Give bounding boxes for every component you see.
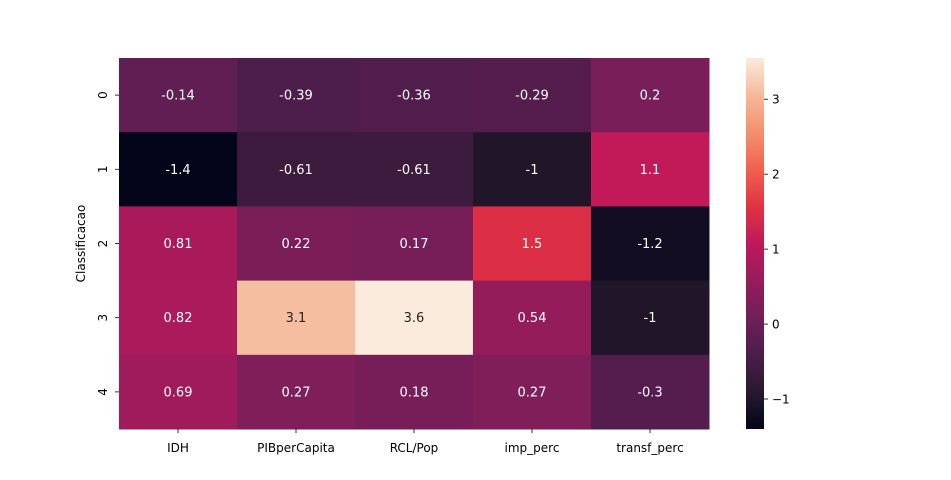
- heatmap-cell: [355, 354, 474, 430]
- x-tick-label: imp_perc: [505, 441, 560, 455]
- colorbar-tick-label: 0: [772, 318, 780, 332]
- heatmap-cell: [237, 58, 356, 133]
- heatmap-cell: [591, 58, 710, 133]
- colorbar-ticks: −1 0 1 2 3: [764, 93, 790, 407]
- heatmap-cell: [591, 206, 710, 282]
- heatmap-cell: [473, 280, 592, 356]
- cell-value-label: -0.3: [637, 385, 662, 400]
- cell-value-label: 0.22: [282, 237, 311, 252]
- cell-value-label: 0.82: [164, 311, 193, 326]
- heatmap-cells: -0.14 -0.39 -0.36 -0.29 0.2 -1.4 -0.61 -0.61 -1 1…: [119, 58, 710, 430]
- cell-value-label: -1.4: [165, 163, 190, 178]
- heatmap-cell: [237, 132, 356, 207]
- colorbar: [746, 58, 764, 429]
- cell-value-label: -0.14: [161, 89, 195, 104]
- y-axis: 0 1 2 3 4: [96, 91, 119, 396]
- cell-value-label: -0.36: [397, 89, 431, 104]
- cell-value-label: 0.69: [164, 385, 193, 400]
- heatmap-cell: [237, 206, 356, 282]
- cell-value-label: 3.1: [286, 311, 307, 326]
- heatmap-cell: [591, 354, 710, 430]
- heatmap-cell: [473, 206, 592, 282]
- colorbar-tick-label: 3: [772, 93, 780, 107]
- heatmap-cell: [237, 354, 356, 430]
- heatmap-cell: [473, 354, 592, 430]
- cell-value-label: 1.1: [640, 163, 661, 178]
- heatmap-cell: [473, 58, 592, 133]
- x-tick-label: transf_perc: [616, 441, 683, 455]
- cell-value-label: 0.27: [282, 385, 311, 400]
- cell-value-label: 3.6: [404, 311, 425, 326]
- x-tick-label: IDH: [167, 441, 189, 455]
- colorbar-tick-label: −1: [772, 393, 790, 407]
- colorbar-tick-label: 2: [772, 168, 780, 182]
- heatmap-cell: [591, 280, 710, 356]
- cell-value-label: 0.18: [400, 385, 429, 400]
- x-axis: IDH PIBperCapita RCL/Pop imp_perc transf_per…: [167, 429, 684, 455]
- colorbar-tick-label: 1: [772, 243, 780, 257]
- heatmap-cell: [119, 354, 238, 430]
- cell-value-label: -1: [526, 163, 539, 178]
- x-tick-label: RCL/Pop: [390, 441, 439, 455]
- heatmap-cell: [237, 280, 356, 356]
- heatmap-cell: [119, 132, 238, 207]
- y-tick-label: 0: [96, 91, 110, 99]
- y-axis-title: Classificacao: [74, 205, 88, 283]
- x-tick-label: PIBperCapita: [257, 441, 335, 455]
- heatmap-cell: [119, 206, 238, 282]
- cell-value-label: -1: [644, 311, 657, 326]
- y-tick-label: 4: [96, 388, 110, 396]
- cell-value-label: 0.2: [640, 89, 661, 104]
- y-tick-label: 3: [96, 314, 110, 322]
- cell-value-label: -0.39: [279, 89, 313, 104]
- heatmap-cell: [473, 132, 592, 207]
- heatmap-cell: [355, 58, 474, 133]
- cell-value-label: -0.61: [397, 163, 431, 178]
- heatmap-cell: [591, 132, 710, 207]
- cell-value-label: 0.81: [164, 237, 193, 252]
- y-tick-label: 1: [96, 165, 110, 173]
- heatmap-cell: [355, 206, 474, 282]
- cell-value-label: -0.29: [515, 89, 549, 104]
- cell-value-label: 0.17: [400, 237, 429, 252]
- cell-value-label: -1.2: [637, 237, 662, 252]
- cell-value-label: 1.5: [522, 237, 543, 252]
- heatmap-cell: [355, 132, 474, 207]
- cell-value-label: 0.27: [518, 385, 547, 400]
- heatmap-cell: [119, 58, 238, 133]
- heatmap-cell: [119, 280, 238, 356]
- cell-value-label: 0.54: [518, 311, 547, 326]
- cell-value-label: -0.61: [279, 163, 313, 178]
- heatmap-cell: [355, 280, 474, 356]
- y-tick-label: 2: [96, 240, 110, 248]
